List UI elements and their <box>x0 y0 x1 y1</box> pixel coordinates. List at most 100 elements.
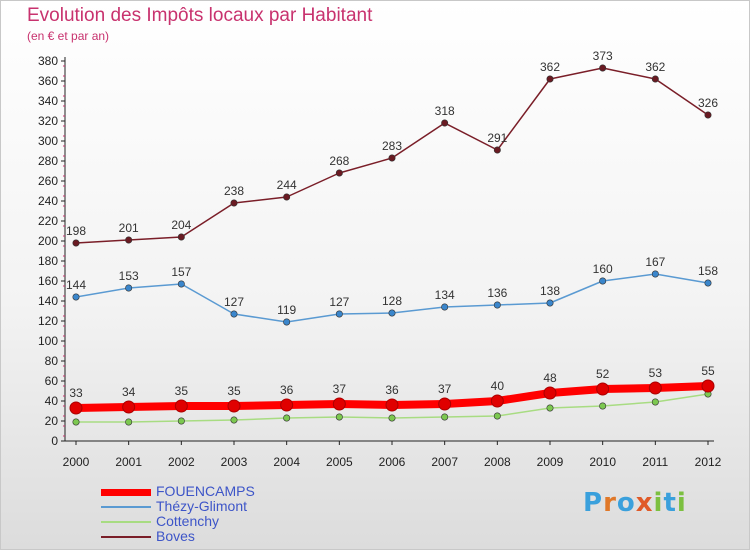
data-point-cottenchy <box>651 398 659 406</box>
data-point-th-zy-glimont <box>283 318 291 326</box>
data-point-cottenchy <box>283 414 291 422</box>
data-point-fouencamps <box>332 397 346 411</box>
data-label-boves: 238 <box>224 184 244 198</box>
y-tick-label: 0 <box>51 434 58 448</box>
data-point-th-zy-glimont <box>704 279 712 287</box>
x-tick-label: 2004 <box>273 455 300 469</box>
data-point-cottenchy <box>230 416 238 424</box>
y-tick-label: 160 <box>38 274 58 288</box>
data-point-fouencamps <box>69 401 83 415</box>
data-label-th-zy-glimont: 134 <box>435 288 455 302</box>
data-label-boves: 326 <box>698 96 718 110</box>
legend-label-fouencamps: FOUENCAMPS <box>156 483 255 499</box>
data-label-boves: 283 <box>382 139 402 153</box>
data-label-fouencamps: 36 <box>385 383 399 397</box>
data-point-fouencamps <box>280 398 294 412</box>
data-point-th-zy-glimont <box>546 299 554 307</box>
legend-item-thezy-glimont: Thézy-Glimont <box>101 498 361 515</box>
y-tick-label: 340 <box>38 94 58 108</box>
data-point-th-zy-glimont <box>599 277 607 285</box>
y-tick-label: 280 <box>38 154 58 168</box>
legend: FOUENCAMPS Thézy-Glimont Cottenchy Boves <box>101 483 361 545</box>
legend-item-boves: Boves <box>101 529 361 545</box>
y-tick-label: 80 <box>45 354 59 368</box>
y-tick-label: 20 <box>45 414 59 428</box>
data-label-fouencamps: 40 <box>491 379 505 393</box>
data-point-th-zy-glimont <box>125 284 133 292</box>
data-point-th-zy-glimont <box>441 303 449 311</box>
data-label-fouencamps: 48 <box>543 371 557 385</box>
data-label-th-zy-glimont: 160 <box>593 262 613 276</box>
y-tick-label: 180 <box>38 254 58 268</box>
data-point-cottenchy <box>599 402 607 410</box>
data-point-boves <box>177 233 185 241</box>
data-point-boves <box>546 75 554 83</box>
data-label-boves: 291 <box>487 131 507 145</box>
logo-letter: i <box>653 488 664 518</box>
y-tick-label: 60 <box>45 374 59 388</box>
data-point-boves <box>704 111 712 119</box>
data-label-th-zy-glimont: 138 <box>540 284 560 298</box>
x-tick-label: 2002 <box>168 455 195 469</box>
data-label-boves: 204 <box>171 218 191 232</box>
data-label-th-zy-glimont: 127 <box>329 295 349 309</box>
y-tick-label: 140 <box>38 294 58 308</box>
y-tick-label: 200 <box>38 234 58 248</box>
y-tick-label: 240 <box>38 194 58 208</box>
data-label-fouencamps: 53 <box>649 366 663 380</box>
x-tick-label: 2011 <box>642 455 668 469</box>
logo-letter: x <box>635 488 654 518</box>
chart-title: Evolution des Impôts locaux par Habitant <box>27 5 373 26</box>
y-tick-label: 360 <box>38 74 58 88</box>
data-label-th-zy-glimont: 157 <box>171 265 191 279</box>
data-label-th-zy-glimont: 158 <box>698 264 718 278</box>
data-point-cottenchy <box>125 418 133 426</box>
data-label-boves: 268 <box>329 154 349 168</box>
data-point-fouencamps <box>543 386 557 400</box>
data-label-th-zy-glimont: 153 <box>119 269 139 283</box>
data-point-fouencamps <box>122 400 136 414</box>
data-point-cottenchy <box>441 413 449 421</box>
data-label-fouencamps: 52 <box>596 367 610 381</box>
logo-letter: t <box>663 488 677 518</box>
data-label-th-zy-glimont: 119 <box>277 303 296 317</box>
data-label-fouencamps: 37 <box>438 382 452 396</box>
data-point-boves <box>651 75 659 83</box>
chart-subtitle: (en € et par an) <box>27 29 110 43</box>
y-tick-label: 120 <box>38 314 58 328</box>
x-tick-label: 2010 <box>589 455 616 469</box>
data-label-fouencamps: 55 <box>701 364 715 378</box>
y-tick-label: 300 <box>38 134 58 148</box>
data-point-fouencamps <box>438 397 452 411</box>
y-tick-label: 380 <box>38 54 58 68</box>
data-label-fouencamps: 35 <box>227 384 241 398</box>
data-label-boves: 198 <box>66 224 86 238</box>
legend-label-thezy-glimont: Thézy-Glimont <box>156 498 248 514</box>
data-point-th-zy-glimont <box>388 309 396 317</box>
data-label-th-zy-glimont: 127 <box>224 295 244 309</box>
data-label-th-zy-glimont: 167 <box>645 255 665 269</box>
data-point-fouencamps <box>596 382 610 396</box>
x-tick-label: 2008 <box>484 455 511 469</box>
x-tick-label: 2000 <box>63 455 90 469</box>
data-point-fouencamps <box>385 398 399 412</box>
data-label-th-zy-glimont: 144 <box>66 278 86 292</box>
data-point-boves <box>441 119 449 127</box>
data-point-cottenchy <box>388 414 396 422</box>
logo-letter: o <box>616 488 636 518</box>
line-chart: 0 20 40 60 80 100 120 140 160 180 200 220 240 260 280 3… <box>38 49 722 469</box>
data-point-fouencamps <box>174 399 188 413</box>
proxiti-logo: Proxiti <box>583 488 687 518</box>
data-label-boves: 318 <box>435 104 455 118</box>
data-label-boves: 244 <box>277 178 297 192</box>
legend-label-cottenchy: Cottenchy <box>156 513 220 529</box>
data-point-th-zy-glimont <box>335 310 343 318</box>
data-label-fouencamps: 34 <box>122 385 136 399</box>
data-point-boves <box>599 64 607 72</box>
x-tick-label: 2007 <box>431 455 458 469</box>
data-point-cottenchy <box>335 413 343 421</box>
legend-swatch-fouencamps <box>101 489 151 496</box>
legend-swatch-cottenchy <box>101 521 151 523</box>
data-point-th-zy-glimont <box>493 301 501 309</box>
x-tick-label: 2006 <box>379 455 406 469</box>
